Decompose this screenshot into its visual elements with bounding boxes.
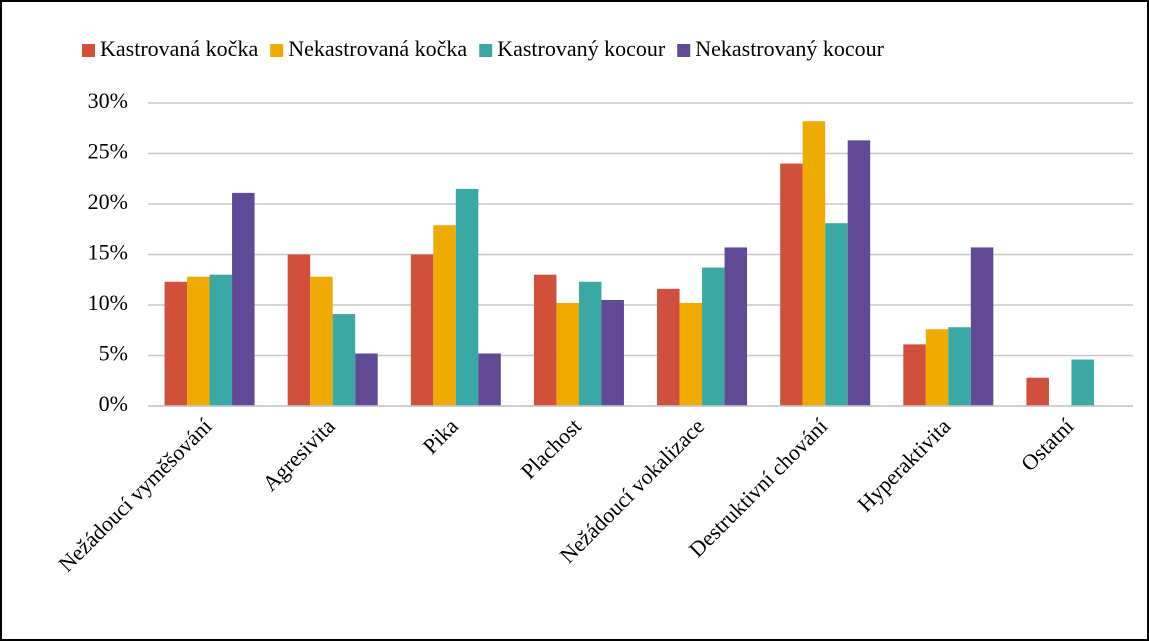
bar [825,223,848,406]
bar [1026,377,1049,406]
bar [310,276,333,406]
bar [948,327,971,406]
legend-swatch [479,44,493,57]
y-tick-label: 0% [99,391,128,416]
bar [556,302,579,406]
bar [847,140,871,406]
bar [533,274,557,406]
bar [232,192,255,406]
bar [802,121,826,407]
bar [601,299,624,406]
bar [478,353,501,406]
y-tick-label: 30% [88,88,128,113]
bar [355,353,378,406]
bar [903,344,926,406]
legend-label: Nekastrovaná kočka [288,36,467,61]
bar [433,225,456,406]
legend-swatch [270,44,284,57]
bar [780,163,803,406]
bar [332,314,356,406]
y-tick-label: 10% [88,290,128,315]
bar [970,247,994,406]
legend-swatch [677,44,691,57]
bar [410,254,434,406]
bar [164,281,188,406]
bar [287,254,311,406]
legend-swatch [82,44,95,57]
bar [1071,359,1094,406]
y-tick-label: 20% [88,189,128,214]
bar [925,329,949,406]
legend-label: Kastrovaný kocour [497,36,666,61]
bar [578,281,602,406]
bar [187,276,210,406]
bar [455,188,479,406]
legend-label: Nekastrovaný kocour [695,36,884,61]
legend-label: Kastrovaná kočka [100,36,258,61]
bar [657,288,680,406]
bar [702,267,725,406]
y-tick-label: 25% [88,139,128,164]
y-tick-label: 5% [99,341,128,366]
bar [724,247,748,406]
bar [209,274,233,406]
y-tick-label: 15% [88,240,128,265]
bar [679,302,703,406]
